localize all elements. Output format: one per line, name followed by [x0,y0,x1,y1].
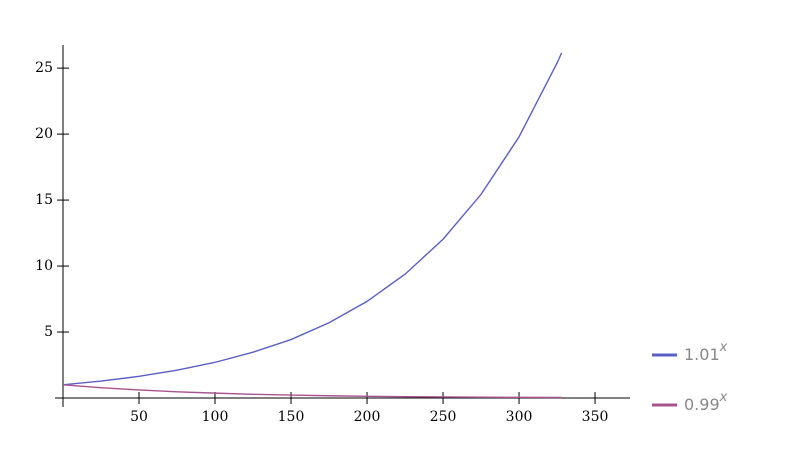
series-line [62,384,562,399]
legend-exponent: x [719,340,728,355]
x-tick-label: 300 [506,409,533,425]
legend-base: 1.01 [684,345,720,364]
x-tick-label: 50 [130,409,148,425]
x-tick-label: 250 [430,409,457,425]
legend-exponent: x [719,390,728,405]
x-tick-label: 350 [582,409,609,425]
legend-base: 0.99 [684,395,720,414]
x-tick-label: 150 [278,409,305,425]
legend-label: 1.01x [684,340,728,364]
series-line [62,52,563,386]
x-tick-label: 100 [202,409,229,425]
y-tick-label: 20 [35,126,53,142]
legend-label: 0.99x [684,390,728,414]
y-tick-label: 10 [35,258,53,274]
y-tick-label: 5 [44,324,53,340]
x-tick-label: 200 [354,409,381,425]
y-tick-label: 15 [35,192,53,208]
y-tick-label: 25 [35,60,53,76]
